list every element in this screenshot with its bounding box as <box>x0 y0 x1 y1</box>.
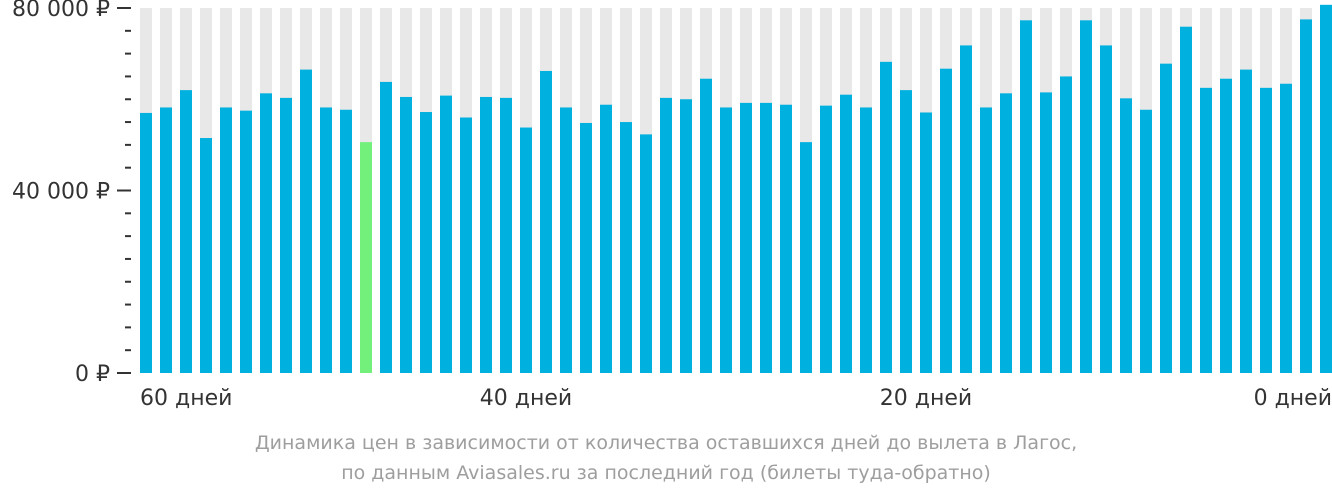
bar-cheapest[interactable] <box>360 142 372 373</box>
bar[interactable] <box>240 110 252 373</box>
bar[interactable] <box>200 138 212 373</box>
bar[interactable] <box>340 109 352 374</box>
bar[interactable] <box>780 104 792 373</box>
bar[interactable] <box>520 127 532 373</box>
bar[interactable] <box>540 70 552 374</box>
bar[interactable] <box>1300 19 1312 373</box>
bar[interactable] <box>500 97 512 373</box>
bar[interactable] <box>680 99 692 373</box>
bar[interactable] <box>280 97 292 373</box>
bar[interactable] <box>1080 20 1092 373</box>
y-tick-label: 0 ₽ <box>75 362 110 387</box>
bar[interactable] <box>160 107 172 374</box>
bar[interactable] <box>1180 26 1192 374</box>
chart-caption-line-2: по данным Aviasales.ru за последний год … <box>341 462 991 484</box>
bar[interactable] <box>860 107 872 374</box>
bar[interactable] <box>1160 63 1172 373</box>
x-tick-label: 40 дней <box>480 386 572 411</box>
bar[interactable] <box>320 107 332 374</box>
bar[interactable] <box>980 107 992 374</box>
bar[interactable] <box>1240 69 1252 373</box>
bar[interactable] <box>1260 87 1272 373</box>
bar[interactable] <box>1100 45 1112 373</box>
bar[interactable] <box>700 78 712 373</box>
y-tick-label: 40 000 ₽ <box>12 180 110 205</box>
bar[interactable] <box>1040 92 1052 373</box>
bar[interactable] <box>140 112 152 373</box>
bar[interactable] <box>1020 20 1032 373</box>
bar[interactable] <box>480 96 492 373</box>
price-chart: 0 ₽ 40 000 ₽ 80 000 ₽ 60 дней 40 дней 20 дне… <box>12 0 1332 411</box>
bar[interactable] <box>220 107 232 374</box>
bar[interactable] <box>1320 4 1332 374</box>
bar[interactable] <box>300 69 312 373</box>
bar[interactable] <box>1200 87 1212 373</box>
bar[interactable] <box>740 102 752 374</box>
bar[interactable] <box>820 105 832 373</box>
bar[interactable] <box>460 117 472 374</box>
bar[interactable] <box>380 81 392 373</box>
bar[interactable] <box>440 95 452 373</box>
x-tick-label: 60 дней <box>140 386 232 411</box>
bar[interactable] <box>720 107 732 374</box>
bar[interactable] <box>920 112 932 373</box>
bar[interactable] <box>1280 83 1292 374</box>
bar[interactable] <box>760 102 772 374</box>
bar[interactable] <box>1060 76 1072 373</box>
background-columns <box>140 8 1332 373</box>
bar[interactable] <box>260 93 272 373</box>
bar[interactable] <box>580 122 592 373</box>
bar[interactable] <box>400 96 412 373</box>
y-tick-label: 80 000 ₽ <box>12 0 110 22</box>
chart-caption-line-1: Динамика цен в зависимости от количества… <box>254 432 1078 454</box>
bars <box>140 4 1332 374</box>
bar[interactable] <box>420 112 432 374</box>
bar[interactable] <box>800 142 812 373</box>
y-axis: 0 ₽ 40 000 ₽ 80 000 ₽ <box>12 0 131 387</box>
bar[interactable] <box>620 122 632 373</box>
bar[interactable] <box>960 45 972 373</box>
bar[interactable] <box>1220 78 1232 373</box>
x-tick-label: 0 дней <box>1254 386 1332 411</box>
bar[interactable] <box>1000 93 1012 373</box>
bar[interactable] <box>180 90 192 373</box>
bar[interactable] <box>880 61 892 374</box>
bar[interactable] <box>600 104 612 373</box>
x-tick-label: 20 дней <box>880 386 972 411</box>
bar[interactable] <box>900 90 912 373</box>
bar[interactable] <box>1140 109 1152 374</box>
bar[interactable] <box>560 107 572 374</box>
bar[interactable] <box>1120 98 1132 374</box>
x-axis: 60 дней 40 дней 20 дней 0 дней <box>140 386 1332 411</box>
bar[interactable] <box>660 97 672 373</box>
bar[interactable] <box>840 94 852 373</box>
bar[interactable] <box>940 68 952 374</box>
bar[interactable] <box>640 134 652 373</box>
